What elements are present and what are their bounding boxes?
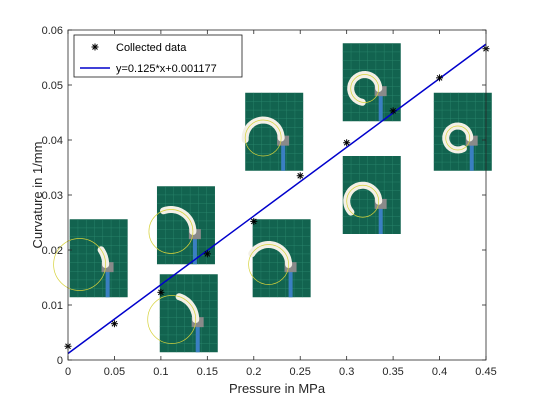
data-point — [343, 139, 351, 147]
x-tick-label: 0.1 — [153, 366, 168, 378]
inset-photos — [53, 43, 492, 353]
legend-label-fit: y=0.125*x+0.001177 — [116, 63, 217, 75]
x-tick-label: 0 — [65, 366, 71, 378]
x-tick-label: 0.2 — [246, 366, 261, 378]
data-point — [110, 320, 118, 328]
x-tick-label: 0.4 — [432, 366, 447, 378]
data-point — [157, 288, 165, 296]
inset-photo — [147, 274, 218, 353]
x-tick-label: 0.35 — [382, 366, 403, 378]
x-tick-label: 0.05 — [104, 366, 125, 378]
legend-marker-collected-data — [91, 43, 99, 51]
inset-photo — [241, 92, 304, 171]
data-point — [250, 217, 258, 225]
inset-photo — [342, 156, 401, 234]
fit-line-layer — [67, 43, 487, 355]
plot-area — [68, 30, 486, 360]
data-point — [436, 74, 444, 82]
y-tick-label: 0.03 — [42, 190, 63, 202]
y-tick-label: 0.06 — [42, 25, 63, 37]
y-tick-label: 0.01 — [42, 300, 63, 312]
x-tick-label: 0.25 — [290, 366, 311, 378]
axes: 0 0.05 0.1 0.15 0.2 0.25 0.3 0.35 0.4 0.45 0 0.01 0.… — [42, 25, 497, 378]
y-tick-label: 0 — [57, 355, 63, 367]
inset-photo — [433, 92, 492, 171]
x-axis-title: Pressure in MPa — [229, 381, 326, 396]
legend-box — [73, 34, 243, 78]
fit-line — [67, 43, 487, 355]
y-tick-label: 0.04 — [42, 135, 63, 147]
inset-photo — [53, 219, 128, 298]
data-point — [203, 250, 211, 258]
x-tick-label: 0.45 — [475, 366, 496, 378]
legend-label-collected-data: Collected data — [116, 42, 187, 54]
y-tick-label: 0.02 — [42, 245, 63, 257]
y-axis-title: Curvature in 1/mm — [30, 142, 45, 249]
x-tick-label: 0.15 — [197, 366, 218, 378]
data-point — [296, 172, 304, 180]
data-point — [389, 107, 397, 115]
x-tick-label: 0.3 — [339, 366, 354, 378]
y-tick-label: 0.05 — [42, 80, 63, 92]
legend: Collected data y=0.125*x+0.001177 — [73, 34, 243, 78]
inset-photo — [248, 219, 311, 298]
